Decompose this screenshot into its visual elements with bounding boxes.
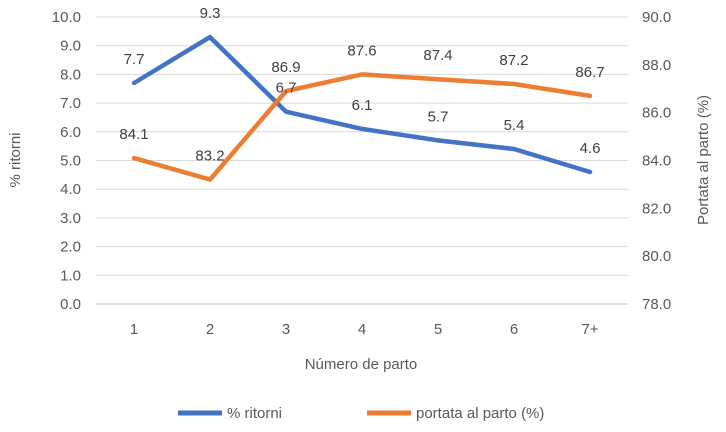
x-tick-label: 5 bbox=[434, 321, 442, 338]
data-label-ritorni: 9.3 bbox=[200, 5, 221, 22]
y-tick-label: 10.0 bbox=[52, 9, 81, 26]
data-label-portata: 86.7 bbox=[575, 64, 604, 81]
y-tick-label: 8.0 bbox=[60, 66, 81, 83]
y-tick-label: 7.0 bbox=[60, 95, 81, 112]
y2-tick-label: 90.0 bbox=[642, 9, 671, 26]
left-axis-ticks: 0.0 1.0 2.0 3.0 4.0 5.0 6.0 7.0 8.0 9.0 10.0 bbox=[52, 9, 81, 313]
legend-label-ritorni: % ritorni bbox=[227, 405, 282, 422]
y-tick-label: 0.0 bbox=[60, 296, 81, 313]
x-tick-label: 3 bbox=[282, 321, 290, 338]
x-tick-label: 6 bbox=[510, 321, 518, 338]
series-line-portata bbox=[131, 72, 593, 182]
data-label-ritorni: 5.4 bbox=[504, 117, 525, 134]
y-tick-label: 9.0 bbox=[60, 38, 81, 55]
series-lines bbox=[131, 34, 593, 182]
legend: % ritorni portata al parto (%) bbox=[178, 405, 544, 422]
data-label-ritorni: 7.7 bbox=[124, 51, 145, 68]
data-label-ritorni: 5.7 bbox=[428, 108, 449, 125]
data-labels: 7.7 9.3 6.7 6.1 5.7 5.4 4.6 84.1 83.2 86.9 87.6 87.… bbox=[119, 5, 604, 165]
data-label-portata: 87.4 bbox=[423, 47, 452, 64]
data-label-portata: 83.2 bbox=[195, 148, 224, 165]
right-axis-ticks: 78.0 80.0 82.0 84.0 86.0 88.0 90.0 bbox=[642, 9, 671, 313]
x-axis-ticks: 1 2 3 4 5 6 7+ bbox=[130, 321, 599, 338]
x-tick-label: 1 bbox=[130, 321, 138, 338]
y-tick-label: 2.0 bbox=[60, 239, 81, 256]
y2-tick-label: 80.0 bbox=[642, 248, 671, 265]
x-tick-label: 2 bbox=[206, 321, 214, 338]
y2-tick-label: 82.0 bbox=[642, 200, 671, 217]
y2-tick-label: 86.0 bbox=[642, 105, 671, 122]
data-label-portata: 84.1 bbox=[119, 126, 148, 143]
y-tick-label: 3.0 bbox=[60, 210, 81, 227]
y-axis-title: % ritorni bbox=[7, 132, 24, 187]
data-label-portata: 87.6 bbox=[347, 42, 376, 59]
data-label-ritorni: 4.6 bbox=[580, 140, 601, 157]
y-tick-label: 1.0 bbox=[60, 267, 81, 284]
data-label-ritorni: 6.7 bbox=[276, 80, 297, 97]
y-tick-label: 5.0 bbox=[60, 153, 81, 170]
y2-tick-label: 84.0 bbox=[642, 153, 671, 170]
y-tick-label: 6.0 bbox=[60, 124, 81, 141]
y2-axis-title: Portata al parto (%) bbox=[695, 95, 712, 225]
y2-tick-label: 88.0 bbox=[642, 57, 671, 74]
data-label-portata: 87.2 bbox=[499, 52, 528, 69]
series-line-ritorni bbox=[131, 34, 593, 175]
y-tick-label: 4.0 bbox=[60, 181, 81, 198]
x-tick-label: 4 bbox=[358, 321, 366, 338]
data-label-portata: 86.9 bbox=[271, 59, 300, 76]
x-tick-label: 7+ bbox=[581, 321, 598, 338]
x-axis-title: Número de parto bbox=[305, 356, 418, 373]
legend-label-portata: portata al parto (%) bbox=[416, 405, 544, 422]
y2-tick-label: 78.0 bbox=[642, 296, 671, 313]
data-label-ritorni: 6.1 bbox=[352, 97, 373, 114]
